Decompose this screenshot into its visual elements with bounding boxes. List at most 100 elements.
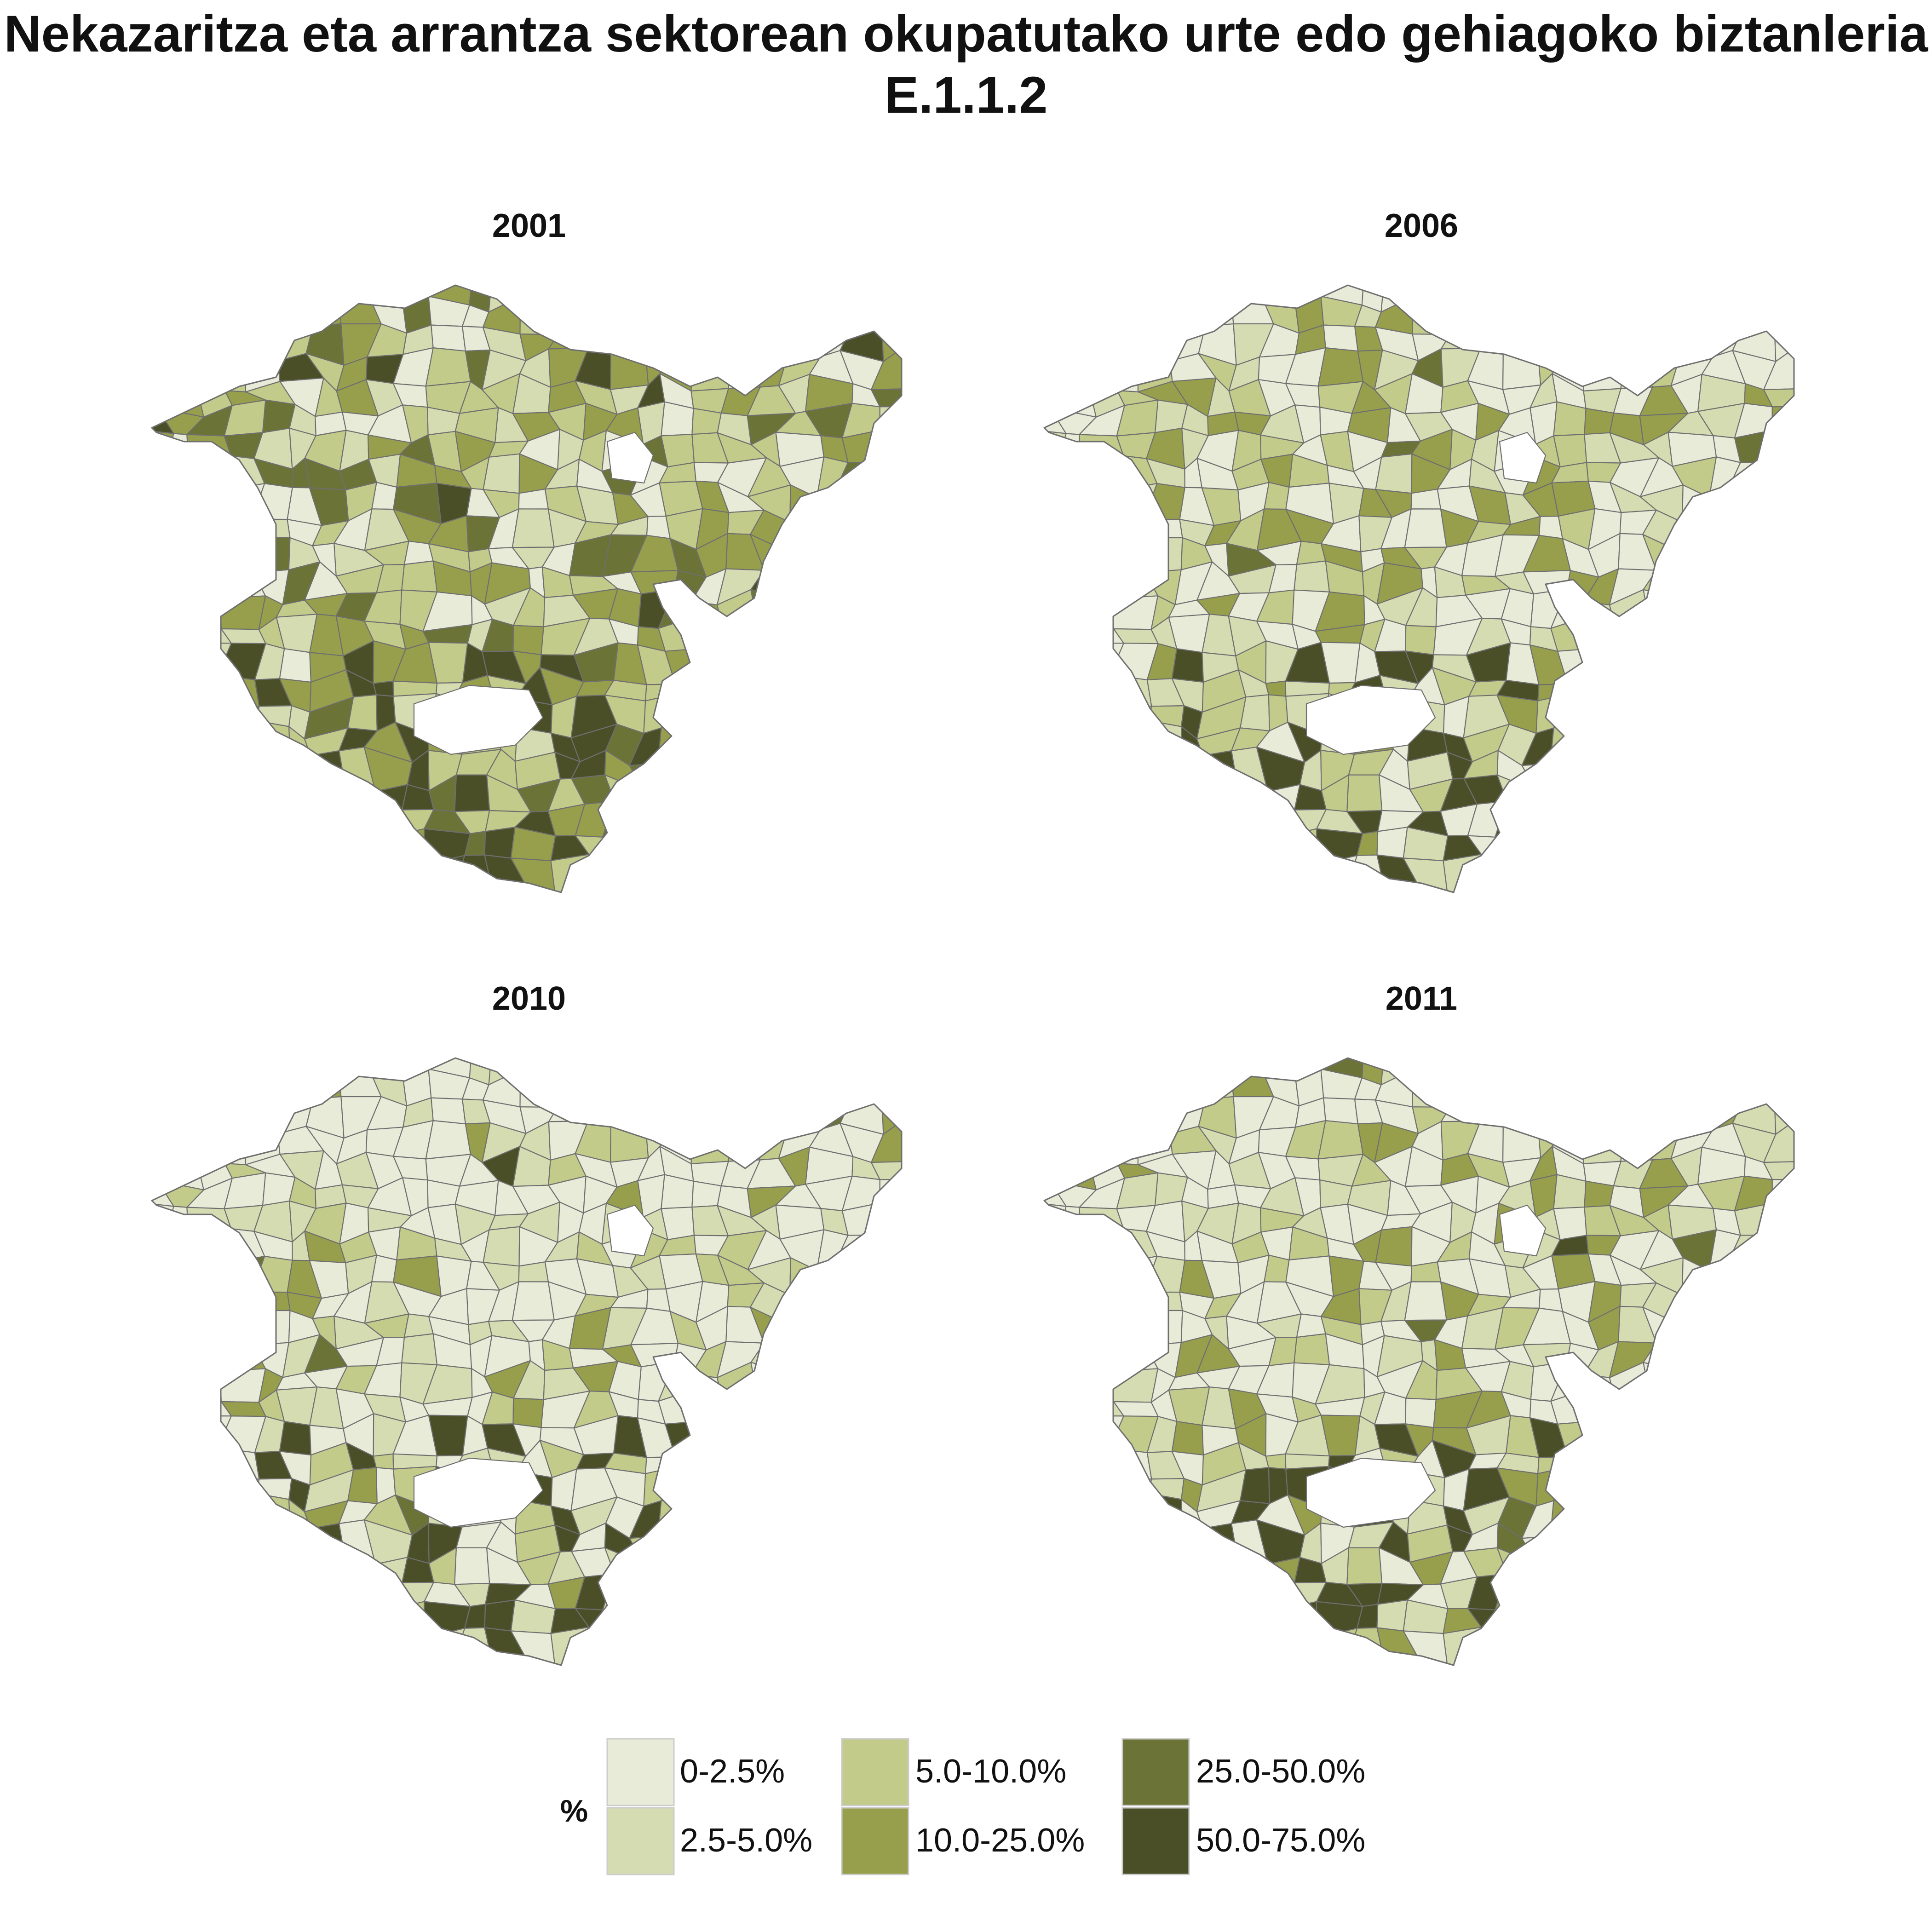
municipality-region [1117, 787, 1156, 814]
municipality-region [221, 1096, 262, 1124]
municipality-region [373, 680, 394, 697]
municipality-region [1698, 1335, 1742, 1365]
municipality-region [1502, 321, 1539, 355]
municipality-region [1762, 893, 1796, 916]
municipality-region [222, 1584, 266, 1606]
municipality-region [665, 648, 707, 685]
municipality-region [1265, 1453, 1287, 1470]
municipality-region [1089, 1122, 1118, 1164]
municipality-region [666, 1657, 705, 1665]
region-hole [413, 684, 544, 755]
municipality-region [785, 285, 816, 310]
municipality-region [314, 884, 346, 892]
municipality-region [1524, 285, 1565, 308]
municipality-region [668, 1075, 691, 1110]
municipality-region [1084, 1342, 1113, 1376]
municipality-region [1645, 1058, 1682, 1082]
municipality-region [166, 1439, 199, 1474]
municipality-region [1375, 453, 1413, 494]
municipality-region [512, 508, 555, 548]
municipality-region [1405, 625, 1437, 656]
panel-title: 2006 [1385, 207, 1458, 244]
municipality-region [1323, 324, 1359, 352]
municipality-region [868, 782, 902, 811]
municipality-region [1557, 648, 1600, 685]
municipality-region [870, 1479, 902, 1506]
municipality-region [1113, 720, 1149, 757]
municipality-region [262, 799, 289, 832]
municipality-region [573, 301, 611, 334]
municipality-region [643, 334, 672, 356]
municipality-region [1044, 1361, 1056, 1398]
municipality-region [285, 1602, 321, 1641]
municipality-region [1082, 1093, 1117, 1131]
municipality-region [631, 1065, 673, 1110]
municipality-region [812, 1423, 854, 1453]
municipality-region [807, 1361, 853, 1402]
municipality-region [724, 323, 765, 362]
municipality-region [1700, 1560, 1746, 1592]
municipality-region [1049, 1525, 1088, 1556]
municipality-region [810, 748, 854, 790]
municipality-region [602, 833, 648, 865]
municipality-region [1761, 1555, 1794, 1584]
municipality-region [716, 1479, 754, 1509]
municipality-region [1730, 699, 1766, 733]
municipality-region [186, 434, 232, 472]
municipality-region [1197, 1606, 1239, 1645]
municipality-region [157, 1613, 204, 1643]
municipality-region [1585, 885, 1618, 892]
municipality-region [1762, 866, 1794, 892]
municipality-region [1086, 854, 1125, 892]
municipality-region [152, 862, 170, 892]
legend-key [1121, 1807, 1190, 1875]
municipality-region [1061, 506, 1100, 540]
municipality-region [483, 1226, 520, 1267]
municipality-region [720, 1668, 758, 1689]
municipality-region [808, 1660, 847, 1665]
municipality-region [1730, 731, 1765, 752]
municipality-region [869, 1058, 902, 1083]
municipality-region [1199, 774, 1236, 820]
municipality-region [1645, 285, 1682, 310]
municipality-region [152, 1097, 178, 1136]
municipality-region [1698, 1443, 1735, 1484]
municipality-region [1231, 299, 1274, 325]
municipality-region [198, 832, 233, 870]
municipality-region [1700, 855, 1740, 892]
municipality-region [1698, 670, 1735, 711]
municipality-region [164, 1661, 196, 1665]
municipality-region [1061, 535, 1093, 575]
municipality-region [1567, 669, 1600, 697]
municipality-region [161, 1226, 202, 1264]
municipality-region [1581, 285, 1627, 310]
municipality-region [1592, 1418, 1629, 1446]
municipality-region [1700, 1496, 1742, 1539]
municipality-region [1581, 1468, 1624, 1500]
municipality-region [159, 588, 193, 619]
municipality-region [1700, 1628, 1740, 1665]
municipality-region [1649, 859, 1680, 892]
municipality-region [1732, 1600, 1772, 1645]
municipality-region [1405, 1397, 1437, 1428]
municipality-region [1173, 884, 1217, 892]
municipality-region [338, 1627, 370, 1665]
municipality-region [870, 1666, 903, 1689]
municipality-region [196, 1285, 235, 1312]
territory-outline [151, 284, 903, 893]
municipality-region [1734, 890, 1767, 892]
municipality-region [1110, 518, 1145, 539]
municipality-region [162, 573, 201, 603]
municipality-region [789, 1387, 820, 1425]
municipality-region [837, 1504, 872, 1525]
municipality-region [1052, 285, 1098, 312]
municipality-region [216, 1342, 266, 1372]
municipality-region [782, 1335, 809, 1373]
municipality-region [868, 1555, 902, 1584]
municipality-region [1496, 1547, 1537, 1591]
municipality-region [1620, 1611, 1658, 1640]
municipality-region [255, 829, 289, 868]
municipality-region [1756, 1496, 1794, 1536]
municipality-region [1294, 560, 1330, 593]
municipality-region [162, 1635, 199, 1665]
